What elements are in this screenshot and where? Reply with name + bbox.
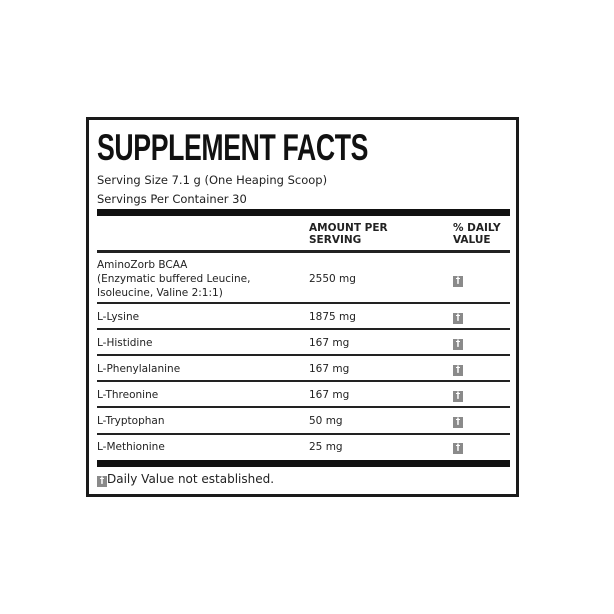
amount: 25 mg	[309, 441, 343, 453]
dagger-icon: †	[453, 391, 463, 402]
ingredient-name: L-Threonine	[97, 389, 159, 401]
supplement-facts-panel: SUPPLEMENT FACTS Serving Size 7.1 g (One…	[86, 117, 519, 497]
name-line: AminoZorb BCAA	[97, 259, 188, 271]
dagger-icon: †	[453, 417, 463, 428]
name-line: Isoleucine, Valine 2:1:1)	[97, 287, 223, 299]
dagger-icon: †	[453, 339, 463, 350]
amount-header-line1: AMOUNT PER	[309, 222, 388, 234]
row-divider	[97, 380, 510, 382]
row-divider	[97, 302, 510, 304]
dv-header-line1: % DAILY	[453, 222, 501, 234]
row-divider	[97, 433, 510, 435]
dagger-icon: †	[453, 276, 463, 287]
footnote: † Daily Value not established.	[97, 472, 274, 487]
amount-header: AMOUNT PER SERVING	[309, 222, 388, 246]
row-divider	[97, 406, 510, 408]
dagger-icon: †	[453, 443, 463, 454]
ingredient-name: L-Methionine	[97, 441, 165, 453]
amount: 167 mg	[309, 337, 350, 349]
dv-header-line2: VALUE	[453, 234, 491, 246]
thick-divider	[97, 460, 510, 467]
name-line: (Enzymatic buffered Leucine,	[97, 273, 251, 285]
servings-per-container: Servings Per Container 30	[97, 192, 247, 206]
header-divider	[97, 250, 510, 253]
daily-value-header: % DAILY VALUE	[453, 222, 501, 246]
amount: 167 mg	[309, 389, 350, 401]
dagger-icon: †	[97, 476, 107, 487]
ingredient-name: L-Histidine	[97, 337, 153, 349]
panel-title: SUPPLEMENT FACTS	[97, 127, 369, 168]
ingredient-name: L-Lysine	[97, 311, 140, 323]
ingredient-name: L-Tryptophan	[97, 415, 165, 427]
serving-size: Serving Size 7.1 g (One Heaping Scoop)	[97, 173, 328, 187]
dagger-icon: †	[453, 365, 463, 376]
ingredient-name: L-Phenylalanine	[97, 363, 181, 375]
row-divider	[97, 354, 510, 356]
thick-divider	[97, 209, 510, 216]
amount-header-line2: SERVING	[309, 234, 362, 246]
dagger-icon: †	[453, 313, 463, 324]
row-divider	[97, 328, 510, 330]
ingredient-name: AminoZorb BCAA (Enzymatic buffered Leuci…	[97, 258, 250, 300]
amount: 50 mg	[309, 415, 343, 427]
footnote-text: Daily Value not established.	[107, 472, 275, 486]
amount: 167 mg	[309, 363, 350, 375]
amount: 1875 mg	[309, 311, 356, 323]
amount: 2550 mg	[309, 273, 356, 285]
